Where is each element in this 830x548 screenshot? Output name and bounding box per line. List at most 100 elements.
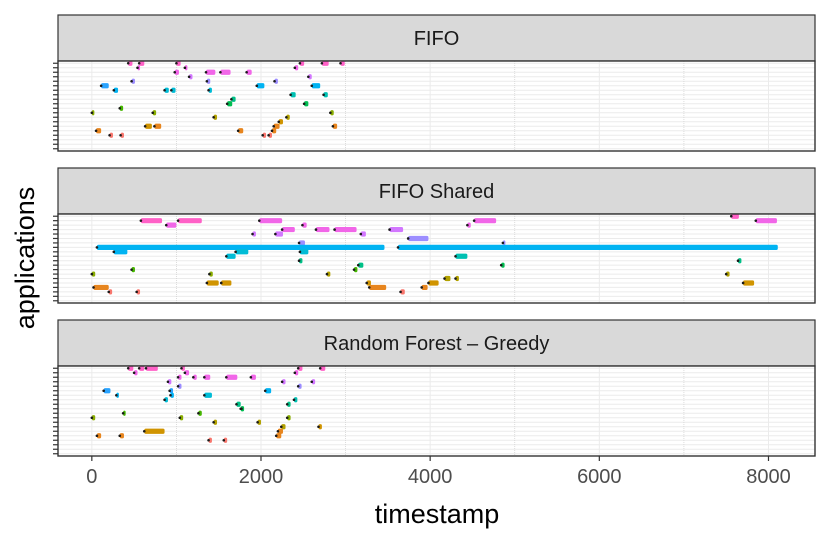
bar-start-point (170, 88, 173, 92)
application-bar (171, 87, 176, 93)
bar-start-point (130, 79, 133, 83)
application-bar (308, 74, 312, 80)
bar-start-point (499, 263, 503, 267)
bar-start-point (256, 420, 259, 424)
bar-start-point (225, 102, 229, 106)
application-bar (119, 433, 124, 439)
bar-start-point (273, 79, 276, 83)
bar-start-point (107, 290, 111, 294)
application-bar (731, 213, 739, 219)
application-bar (136, 289, 141, 295)
application-bar (299, 60, 305, 66)
application-bar (235, 249, 249, 255)
bar-start-point (406, 237, 410, 240)
application-bar (174, 69, 179, 75)
bar-start-point (130, 268, 133, 271)
application-bar (299, 258, 303, 264)
application-bar (262, 132, 267, 138)
bar-start-point (163, 88, 166, 92)
facet-strip-label: Random Forest – Greedy (324, 333, 550, 355)
application-bar (334, 226, 357, 233)
bar-start-point (153, 124, 156, 128)
application-bar (332, 123, 338, 129)
application-bar (274, 78, 278, 84)
bar-start-point (203, 375, 206, 379)
bar-start-point (297, 259, 301, 263)
bar-start-point (121, 411, 125, 415)
application-bar (330, 110, 334, 116)
bar-start-point (296, 366, 300, 370)
application-bar (119, 105, 124, 111)
application-bar (265, 388, 272, 394)
bar-start-point (285, 115, 288, 119)
application-bar (178, 218, 202, 224)
panel-border (57, 213, 816, 304)
application-bar (455, 253, 468, 259)
bar-start-point (279, 425, 283, 429)
bar-start-point (454, 254, 457, 258)
bar-start-point (270, 129, 274, 133)
facet-panel-3: Random Forest – Greedy (53, 319, 816, 457)
application-bar (128, 365, 134, 371)
bar-start-point (472, 219, 476, 222)
bar-start-point (329, 111, 332, 115)
bar-start-point (212, 115, 215, 119)
application-bar (184, 370, 190, 376)
bar-start-point (115, 393, 118, 397)
application-bar (354, 267, 358, 273)
application-bar (96, 433, 102, 439)
x-axis-title: timestamp (375, 499, 500, 529)
bar-start-point (427, 281, 430, 285)
application-bar (389, 226, 404, 233)
bar-start-point (176, 375, 180, 379)
bar-start-point (90, 416, 94, 420)
bar-start-point (333, 228, 336, 231)
application-bar (113, 249, 128, 255)
bar-start-point (207, 88, 210, 92)
bar-start-point (293, 371, 297, 375)
bar-start-point (118, 434, 122, 438)
bar-start-point (163, 398, 166, 402)
application-bar (96, 244, 385, 250)
bar-start-point (118, 106, 122, 110)
application-bar (250, 374, 256, 380)
bar-start-point (320, 61, 324, 65)
application-bar (428, 280, 439, 286)
bar-start-point (236, 129, 240, 133)
bar-start-point (187, 75, 191, 79)
bar-start-point (285, 416, 289, 420)
application-bar (299, 240, 305, 246)
application-bar (273, 123, 280, 129)
x-tick-label: 4000 (408, 466, 453, 488)
bar-start-point (176, 384, 180, 388)
bar-start-point (339, 61, 342, 65)
bar-start-point (261, 133, 264, 137)
panel-background (58, 61, 815, 151)
bar-start-point (310, 380, 314, 384)
bar-start-point (420, 286, 423, 289)
bar-start-point (310, 84, 314, 88)
application-bar (298, 383, 302, 389)
bar-start-point (285, 402, 289, 406)
bar-start-point (267, 133, 270, 137)
bar-start-point (102, 389, 105, 393)
application-bar (398, 244, 778, 250)
application-bar (181, 365, 185, 371)
bar-start-point (126, 366, 130, 370)
bar-start-point (298, 61, 302, 65)
application-bar (293, 397, 298, 403)
bar-start-point (204, 70, 208, 74)
bar-start-point (399, 290, 402, 294)
application-bar (213, 114, 218, 120)
application-bar (164, 87, 169, 93)
bar-start-point (276, 429, 280, 433)
bar-start-point (176, 219, 180, 222)
bar-start-point (230, 97, 233, 101)
bar-start-point (99, 84, 103, 88)
application-bar (145, 123, 152, 129)
bar-start-point (301, 223, 304, 227)
application-bar (223, 437, 228, 443)
application-bar (164, 397, 168, 403)
application-bar (271, 128, 277, 134)
application-bar (299, 249, 309, 255)
